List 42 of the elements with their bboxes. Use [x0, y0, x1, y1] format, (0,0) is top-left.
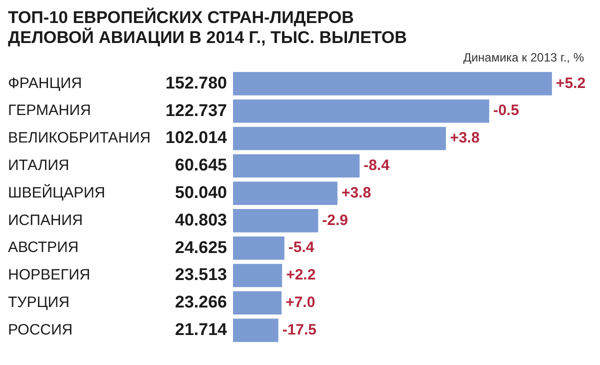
- bar: [233, 126, 446, 150]
- annotation: -2.9: [322, 212, 348, 229]
- y-tick-label: ИТАЛИЯ: [8, 157, 70, 174]
- annotation: -0.5: [493, 102, 520, 120]
- data-label: 23.266: [175, 292, 227, 312]
- y-tick-label: ТУРЦИЯ: [8, 294, 70, 312]
- text: Динамика к 2013 г., %: [463, 50, 584, 64]
- data-label: 152.780: [166, 73, 227, 92]
- annotation: +7.0: [286, 294, 316, 312]
- data-label: 24.625: [175, 238, 227, 257]
- data-label: 50.040: [175, 182, 227, 202]
- data-label: 60.645: [175, 156, 227, 175]
- y-tick-label: ШВЕЙЦАРИЯ: [8, 183, 106, 202]
- data-label: 102.014: [166, 128, 228, 148]
- y-tick-label: ФРАНЦИЯ: [8, 74, 82, 92]
- bar: [233, 209, 318, 232]
- y-tick-label: НОРВЕГИЯ: [8, 266, 90, 284]
- y-tick-label: ВЕЛИКОБРИТАНИЯ: [8, 130, 151, 147]
- annotation: +2.2: [286, 266, 316, 284]
- bar: [233, 182, 338, 205]
- data-label: 21.714: [175, 320, 228, 339]
- annotation: +5.2: [556, 74, 586, 92]
- bar: [233, 72, 552, 96]
- y-tick-label: РОССИЯ: [8, 321, 73, 338]
- y-tick-label: АВСТРИЯ: [8, 239, 79, 256]
- annotation: -17.5: [282, 321, 317, 338]
- data-label: 40.803: [175, 210, 227, 230]
- y-tick-label: ИСПАНИЯ: [8, 212, 83, 229]
- bar: [233, 236, 284, 260]
- bar: [233, 99, 490, 123]
- annotation: -5.4: [288, 239, 315, 256]
- annotation: +3.8: [341, 184, 372, 202]
- bar: [233, 318, 278, 342]
- bar: [233, 154, 360, 178]
- annotation: -8.4: [364, 157, 390, 174]
- bar: [233, 291, 282, 315]
- annotation: +3.8: [450, 130, 480, 147]
- y-tick-label: ГЕРМАНИЯ: [8, 102, 91, 120]
- chart-title: ТОП-10 ЕВРОПЕЙСКИХ СТРАН-ЛИДЕРОВ ДЕЛОВОЙ АВИАЦИИ В 2014 Г., ТЫС. ВЫЛЕТОВ: [8, 8, 408, 48]
- bar: [233, 264, 282, 288]
- data-label: 23.513: [175, 265, 227, 284]
- data-label: 122.737: [166, 100, 227, 120]
